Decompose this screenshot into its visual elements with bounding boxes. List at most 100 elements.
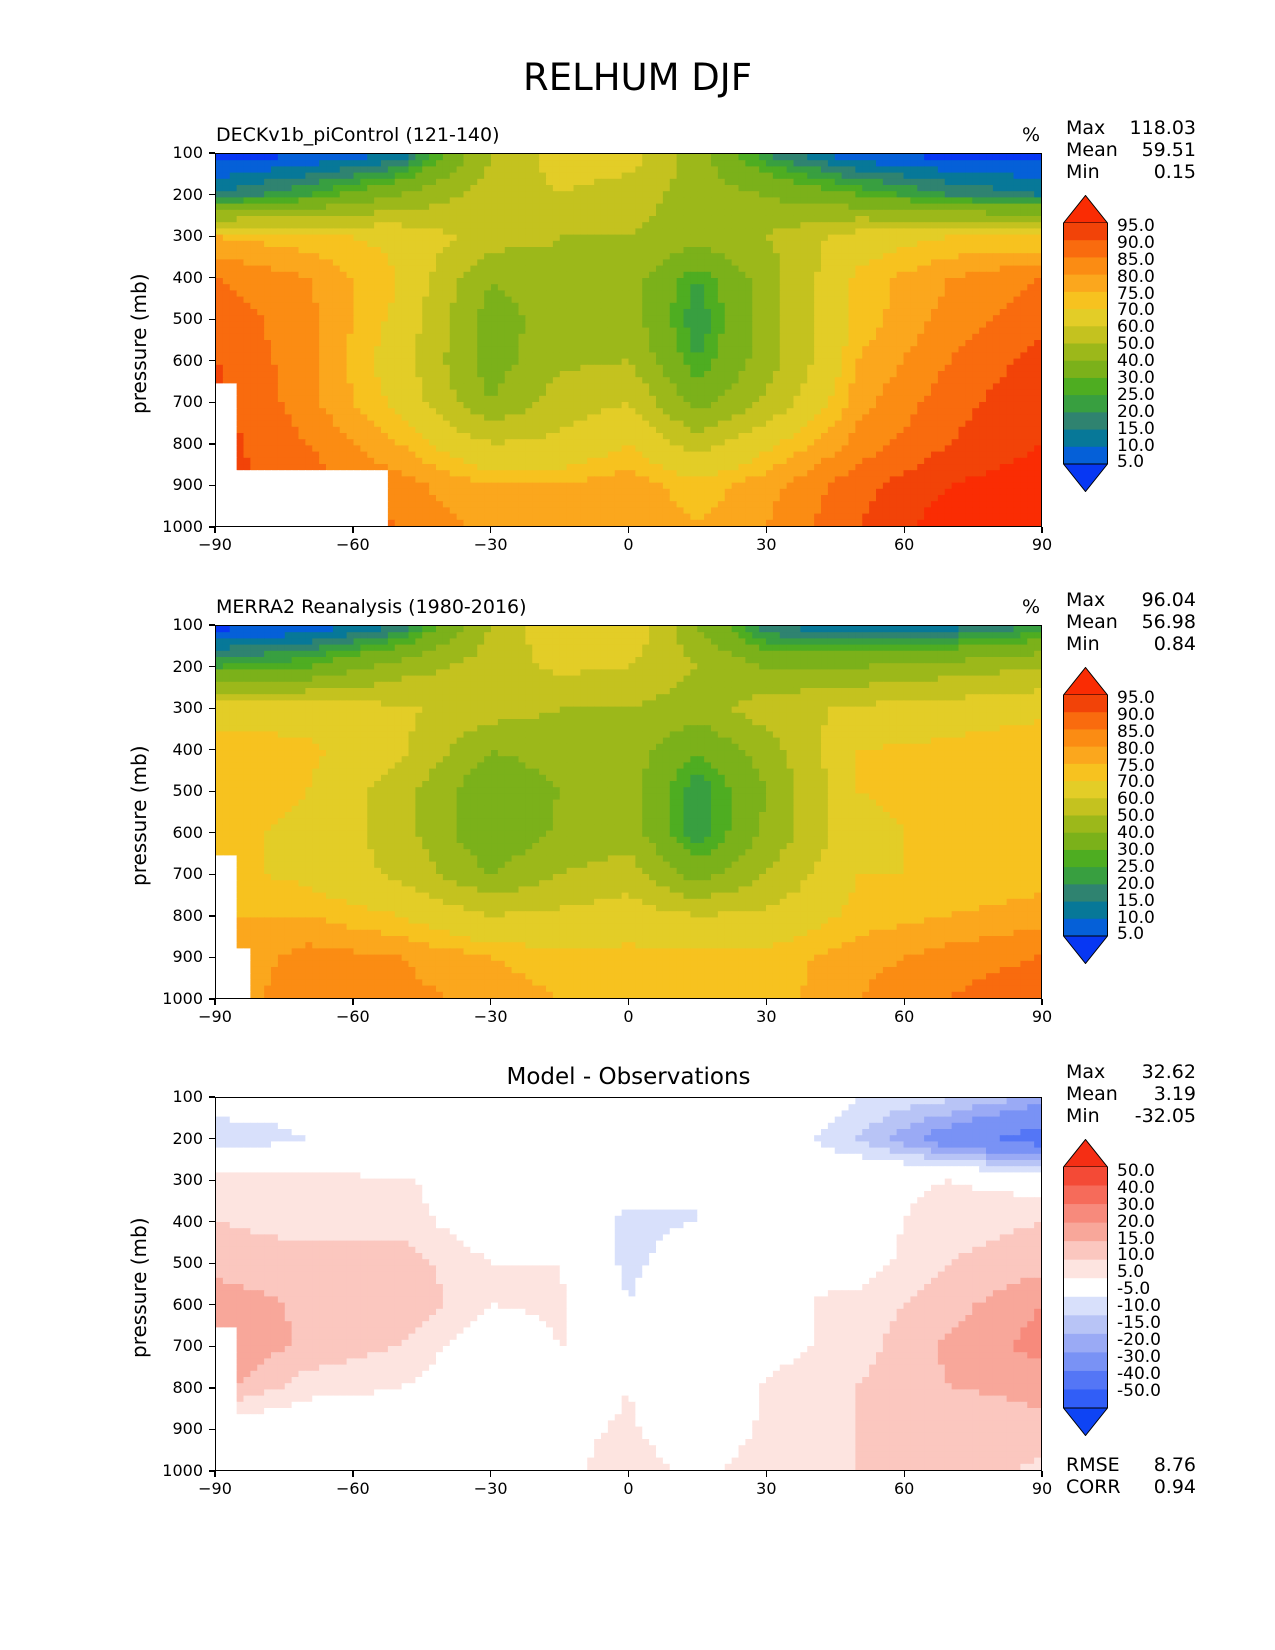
contour-cell	[497, 371, 506, 378]
contour-cell	[697, 228, 705, 236]
contour-cell	[704, 327, 712, 335]
contour-cell	[662, 271, 671, 279]
contour-cell	[807, 315, 815, 322]
contour-cell	[422, 315, 430, 322]
contour-cell	[944, 284, 953, 291]
contour-cell	[642, 160, 650, 167]
contour-cell	[917, 271, 925, 279]
contour-cell	[216, 371, 224, 378]
contour-cell	[456, 215, 465, 223]
contour-cell	[676, 209, 685, 217]
contour-cell	[896, 240, 905, 248]
contour-cell	[264, 172, 272, 180]
contour-cell	[270, 346, 279, 353]
contour-cell	[298, 166, 306, 174]
contour-cell	[711, 296, 719, 304]
contour-cell	[614, 259, 623, 267]
contour-cell	[986, 327, 994, 335]
contour-cell	[848, 346, 856, 353]
contour-cell	[387, 185, 396, 192]
contour-cell	[869, 315, 877, 322]
contour-cell	[724, 296, 733, 304]
contour-cell	[222, 259, 231, 267]
contour-cell	[422, 234, 430, 242]
contour-cell	[882, 203, 891, 211]
contour-cell	[724, 321, 733, 329]
contour-cell	[394, 389, 403, 397]
contour-cell	[442, 271, 451, 279]
contour-cell	[243, 178, 251, 186]
contour-cell	[800, 209, 808, 217]
contour-cell	[511, 265, 520, 273]
contour-cell	[387, 160, 396, 167]
contour-cell	[1020, 160, 1028, 167]
contour-cell	[539, 315, 547, 322]
contour-cell	[649, 178, 657, 186]
contour-cell	[587, 364, 595, 372]
contour-cell	[903, 259, 911, 267]
contour-cell	[477, 290, 485, 298]
contour-cell	[429, 308, 437, 316]
contour-cell	[972, 209, 980, 217]
contour-cell	[855, 284, 863, 291]
contour-cell	[229, 203, 238, 211]
contour-cell	[236, 240, 245, 248]
contour-cell	[456, 197, 465, 205]
contour-cell	[367, 408, 375, 415]
contour-cell	[594, 346, 602, 353]
contour-cell	[360, 203, 368, 211]
contour-cell	[339, 191, 348, 198]
contour-cell	[408, 166, 416, 174]
contour-cell	[848, 308, 856, 316]
contour-cell	[518, 358, 526, 366]
contour-cell	[291, 259, 300, 267]
contour-cell	[216, 395, 224, 403]
contour-cell	[566, 395, 575, 403]
contour-cell	[814, 340, 822, 347]
contour-cell	[511, 160, 520, 167]
contour-cell	[470, 290, 478, 298]
contour-cell	[222, 352, 231, 360]
contour-cell	[986, 290, 994, 298]
contour-cell	[518, 172, 526, 180]
contour-cell	[965, 290, 973, 298]
contour-cell	[690, 259, 698, 267]
contour-cell	[222, 215, 231, 223]
contour-cell	[635, 364, 643, 372]
contour-cell	[429, 228, 437, 236]
contour-cell	[539, 401, 547, 409]
contour-cell	[339, 315, 348, 322]
contour-cell	[491, 197, 499, 205]
contour-cell	[910, 215, 918, 223]
contour-cell	[408, 259, 416, 267]
contour-cell	[236, 321, 245, 329]
contour-cell	[876, 352, 884, 360]
contour-cell	[814, 401, 822, 409]
contour-cell	[697, 259, 705, 267]
contour-cell	[470, 154, 478, 161]
contour-cell	[807, 333, 815, 341]
contour-cell	[257, 160, 265, 167]
contour-cell	[752, 178, 760, 186]
contour-cell	[1013, 253, 1021, 260]
contour-cell	[346, 259, 355, 267]
contour-cell	[717, 340, 726, 347]
contour-cell	[992, 247, 1001, 254]
contour-cell	[360, 389, 368, 397]
contour-cell	[745, 253, 753, 260]
contour-cell	[264, 377, 272, 384]
contour-cell	[566, 401, 575, 409]
contour-cell	[937, 209, 946, 217]
contour-cell	[958, 228, 966, 236]
contour-cell	[779, 203, 788, 211]
contour-cell	[738, 166, 746, 174]
contour-cell	[463, 346, 471, 353]
contour-cell	[401, 364, 410, 372]
contour-cell	[607, 377, 616, 384]
contour-cell	[394, 408, 403, 415]
contour-cell	[841, 346, 850, 353]
contour-cell	[216, 234, 224, 242]
contour-cell	[1034, 228, 1041, 236]
contour-cell	[704, 389, 712, 397]
contour-cell	[834, 209, 843, 217]
